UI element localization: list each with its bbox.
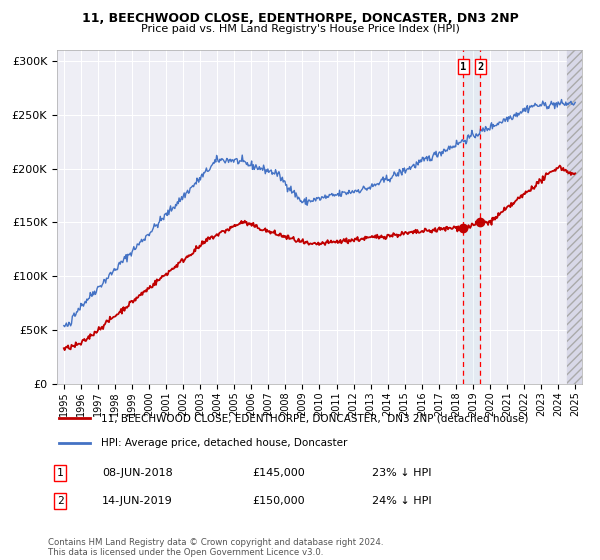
Text: HPI: Average price, detached house, Doncaster: HPI: Average price, detached house, Donc… bbox=[101, 438, 347, 448]
Text: Contains HM Land Registry data © Crown copyright and database right 2024.
This d: Contains HM Land Registry data © Crown c… bbox=[48, 538, 383, 557]
Text: 2: 2 bbox=[56, 496, 64, 506]
Bar bbox=[566, 50, 582, 384]
Text: 24% ↓ HPI: 24% ↓ HPI bbox=[372, 496, 431, 506]
Text: 23% ↓ HPI: 23% ↓ HPI bbox=[372, 468, 431, 478]
Text: Price paid vs. HM Land Registry's House Price Index (HPI): Price paid vs. HM Land Registry's House … bbox=[140, 24, 460, 34]
Text: £150,000: £150,000 bbox=[252, 496, 305, 506]
Text: 11, BEECHWOOD CLOSE, EDENTHORPE, DONCASTER,  DN3 2NP (detached house): 11, BEECHWOOD CLOSE, EDENTHORPE, DONCAST… bbox=[101, 413, 529, 423]
Bar bbox=[566, 50, 582, 384]
Text: 11, BEECHWOOD CLOSE, EDENTHORPE, DONCASTER, DN3 2NP: 11, BEECHWOOD CLOSE, EDENTHORPE, DONCAST… bbox=[82, 12, 518, 25]
Text: £145,000: £145,000 bbox=[252, 468, 305, 478]
Text: 14-JUN-2019: 14-JUN-2019 bbox=[102, 496, 173, 506]
Bar bbox=[463, 50, 481, 384]
Text: 1: 1 bbox=[56, 468, 64, 478]
Text: 2: 2 bbox=[477, 62, 484, 72]
Text: 1: 1 bbox=[460, 62, 466, 72]
Text: 08-JUN-2018: 08-JUN-2018 bbox=[102, 468, 173, 478]
